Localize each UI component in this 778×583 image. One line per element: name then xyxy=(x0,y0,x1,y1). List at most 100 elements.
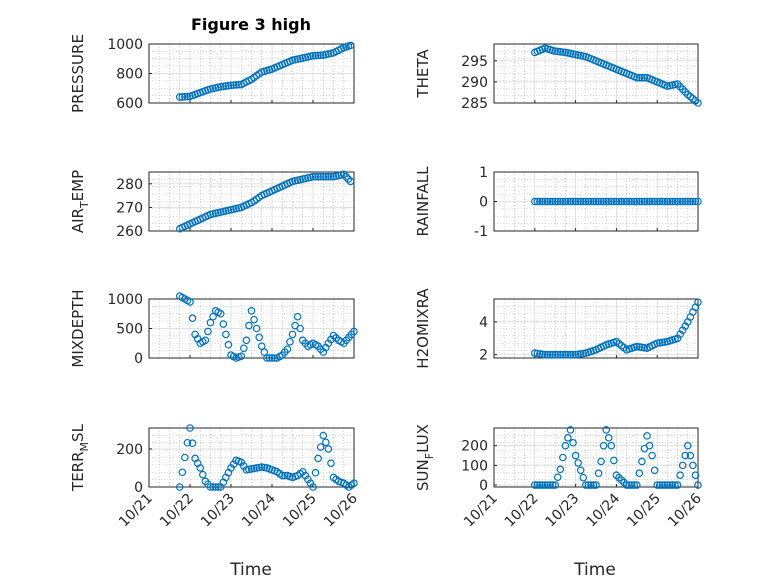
h2omixra-y-tick-label: 2 xyxy=(479,348,488,364)
air-temp-point xyxy=(309,172,317,181)
sun-flux-point xyxy=(546,481,554,489)
terr-msl-point xyxy=(183,438,192,447)
rainfall-point xyxy=(569,197,577,206)
rainfall-point xyxy=(581,197,590,206)
mixdepth-point xyxy=(216,309,225,318)
terr-msl-point xyxy=(281,471,289,480)
pressure-point xyxy=(314,51,322,60)
rainfall-point xyxy=(589,197,598,206)
pressure-y-label: PRESSURE xyxy=(69,34,87,113)
terr-msl-point xyxy=(311,468,320,477)
mixdepth-point xyxy=(265,354,274,362)
sun-flux-point xyxy=(541,481,549,489)
air-temp-point xyxy=(339,170,348,179)
h2omixra-point xyxy=(559,350,567,359)
mixdepth-point xyxy=(240,344,248,353)
h2omixra-point xyxy=(561,350,570,359)
rainfall-point xyxy=(574,197,582,206)
theta-point xyxy=(556,47,565,56)
rainfall-point xyxy=(610,197,618,206)
rainfall-point xyxy=(635,197,644,206)
air-temp-y-label: AIRTEMP xyxy=(69,170,91,233)
rainfall-point xyxy=(643,197,651,206)
sun-flux-point xyxy=(584,481,593,489)
mixdepth-point xyxy=(263,354,271,362)
air-temp-y-tick-label: 270 xyxy=(116,200,143,216)
rainfall-point xyxy=(632,197,641,206)
air-temp-point xyxy=(342,172,350,181)
pressure-point xyxy=(181,92,189,101)
terr-msl-x-tick-label: 10/23 xyxy=(198,491,238,531)
sun-flux-point xyxy=(579,473,588,482)
sun-flux-point xyxy=(627,481,636,489)
theta-axes-border xyxy=(493,43,699,104)
rainfall-point xyxy=(617,197,626,206)
rainfall-point xyxy=(538,197,547,206)
terr-msl-point xyxy=(350,479,358,487)
mixdepth-point xyxy=(242,336,251,345)
pressure-point xyxy=(234,80,243,89)
pressure-axes-border xyxy=(148,43,355,104)
sun-flux-y-label: SUNFLUX xyxy=(414,424,436,491)
panel-h2omixra: 2 4 H2OMIXRA xyxy=(414,288,702,369)
terr-msl-point xyxy=(199,470,207,479)
terr-msl-point xyxy=(309,483,317,491)
rainfall-point xyxy=(548,197,557,206)
air-temp-point xyxy=(324,172,333,181)
rainfall-point xyxy=(576,197,585,206)
rainfall-point xyxy=(622,197,631,206)
rainfall-point xyxy=(587,197,595,206)
sun-flux-point xyxy=(694,481,702,489)
rainfall-point xyxy=(620,197,628,206)
panel-rainfall: -1 0 1 RAINFALL xyxy=(414,165,702,240)
panel-theta: 285 290 295 THETA xyxy=(414,43,702,112)
h2omixra-point xyxy=(543,350,552,359)
h2omixra-point xyxy=(551,350,560,359)
rainfall-point xyxy=(663,197,672,206)
h2omixra-axes-border xyxy=(493,298,699,359)
mixdepth-point xyxy=(224,340,233,349)
rainfall-point xyxy=(533,197,542,206)
mixdepth-point xyxy=(350,327,358,336)
panel-pressure: 600 800 1000 PRESSURE xyxy=(69,34,355,113)
sun-flux-point xyxy=(571,451,580,460)
panel-terr-msl: 0 200 TERRMSL 10/21 10/22 10/23 10/24 10/25 10/2… xyxy=(69,423,361,530)
mixdepth-y-label: MIXDEPTH xyxy=(69,289,87,367)
air-temp-point xyxy=(311,172,320,181)
rainfall-point xyxy=(584,197,593,206)
pressure-point xyxy=(316,51,325,60)
terr-msl-point xyxy=(278,471,287,480)
mixdepth-point xyxy=(201,336,210,345)
rainfall-y-tick-label: 1 xyxy=(479,165,488,181)
sun-flux-point xyxy=(653,481,662,489)
sun-flux-point xyxy=(661,481,669,489)
air-temp-y-tick-label: 260 xyxy=(116,224,143,240)
x-axis-label-right: Time xyxy=(573,560,616,580)
rainfall-point xyxy=(689,197,697,206)
h2omixra-point xyxy=(548,350,557,359)
mixdepth-point xyxy=(288,330,297,339)
h2omixra-point xyxy=(564,350,572,359)
sun-flux-point xyxy=(569,438,577,447)
panel-mixdepth: 0 500 1000 MIXDEPTH xyxy=(69,289,358,368)
sun-flux-point xyxy=(686,451,695,460)
rainfall-point xyxy=(668,197,677,206)
terr-msl-point xyxy=(196,464,205,472)
air-temp-point xyxy=(322,172,330,181)
pressure-point xyxy=(175,93,184,101)
air-temp-y-tick-label: 280 xyxy=(116,177,143,193)
theta-point xyxy=(632,73,641,82)
rainfall-point xyxy=(599,197,608,206)
rainfall-point xyxy=(640,197,649,206)
sun-flux-point xyxy=(587,481,595,489)
air-temp-point xyxy=(346,177,355,186)
pressure-point xyxy=(219,82,228,91)
pressure-point xyxy=(229,81,238,89)
h2omixra-point xyxy=(694,298,702,307)
sun-flux-point xyxy=(599,441,608,450)
sun-flux-point xyxy=(530,481,539,489)
sun-flux-point xyxy=(648,451,656,460)
terr-msl-point xyxy=(214,483,222,491)
rainfall-point xyxy=(556,197,565,206)
